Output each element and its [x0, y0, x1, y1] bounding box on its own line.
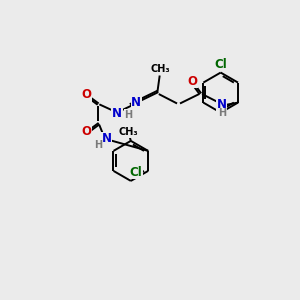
Text: O: O	[82, 88, 92, 101]
Text: CH₃: CH₃	[119, 127, 138, 137]
Text: Cl: Cl	[129, 166, 142, 179]
Text: N: N	[131, 96, 141, 110]
Text: N: N	[102, 132, 112, 145]
Text: H: H	[218, 108, 226, 118]
Text: O: O	[82, 125, 92, 138]
Text: CH₃: CH₃	[151, 64, 170, 74]
Text: H: H	[94, 140, 103, 150]
Text: N: N	[217, 98, 227, 111]
Text: O: O	[188, 75, 197, 88]
Text: Cl: Cl	[214, 58, 227, 71]
Text: N: N	[112, 107, 122, 120]
Text: H: H	[124, 110, 132, 120]
